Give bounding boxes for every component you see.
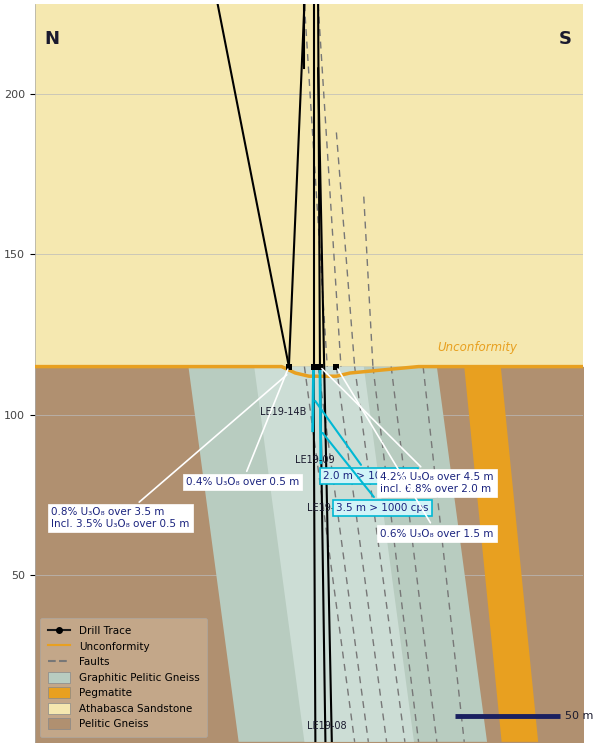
Text: LE19-09: LE19-09: [295, 455, 334, 465]
Polygon shape: [188, 366, 487, 742]
Legend: Drill Trace, Unconformity, Faults, Graphitic Pelitic Gneiss, Pegmatite, Athabasc: Drill Trace, Unconformity, Faults, Graph…: [40, 618, 207, 736]
Text: 0.8% U₃O₈ over 3.5 m
Incl. 3.5% U₃O₈ over 0.5 m: 0.8% U₃O₈ over 3.5 m Incl. 3.5% U₃O₈ ove…: [52, 374, 287, 529]
Text: Unconformity: Unconformity: [437, 341, 517, 354]
Text: 3.5 m > 1000 cps: 3.5 m > 1000 cps: [323, 433, 429, 513]
Polygon shape: [254, 366, 414, 742]
Text: LE19-14B: LE19-14B: [260, 407, 307, 417]
Text: LE19-08: LE19-08: [307, 721, 347, 731]
Text: 50 m: 50 m: [565, 711, 593, 721]
Text: 2.0 m > 1000 cps: 2.0 m > 1000 cps: [315, 401, 415, 481]
Polygon shape: [464, 366, 538, 742]
Text: S: S: [559, 30, 572, 48]
Text: 0.6% U₃O₈ over 1.5 m: 0.6% U₃O₈ over 1.5 m: [338, 369, 494, 539]
Text: 4.2% U₃O₈ over 4.5 m
incl. 6.8% over 2.0 m: 4.2% U₃O₈ over 4.5 m incl. 6.8% over 2.0…: [322, 369, 494, 494]
Text: LE19-10: LE19-10: [307, 503, 347, 513]
Text: N: N: [44, 30, 59, 48]
Text: 0.4% U₃O₈ over 0.5 m: 0.4% U₃O₈ over 0.5 m: [185, 369, 299, 487]
